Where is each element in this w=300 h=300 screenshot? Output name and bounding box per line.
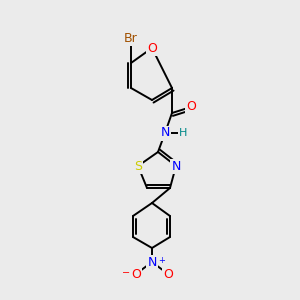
Text: O: O	[147, 41, 157, 55]
Text: N: N	[160, 127, 170, 140]
Text: O: O	[131, 268, 141, 281]
Text: −: −	[122, 268, 130, 278]
Text: H: H	[179, 128, 187, 138]
Text: Br: Br	[124, 32, 138, 44]
Text: S: S	[134, 160, 142, 172]
Text: +: +	[158, 256, 165, 265]
Text: O: O	[163, 268, 173, 281]
Text: N: N	[147, 256, 157, 268]
Text: N: N	[171, 160, 181, 172]
Text: O: O	[186, 100, 196, 113]
